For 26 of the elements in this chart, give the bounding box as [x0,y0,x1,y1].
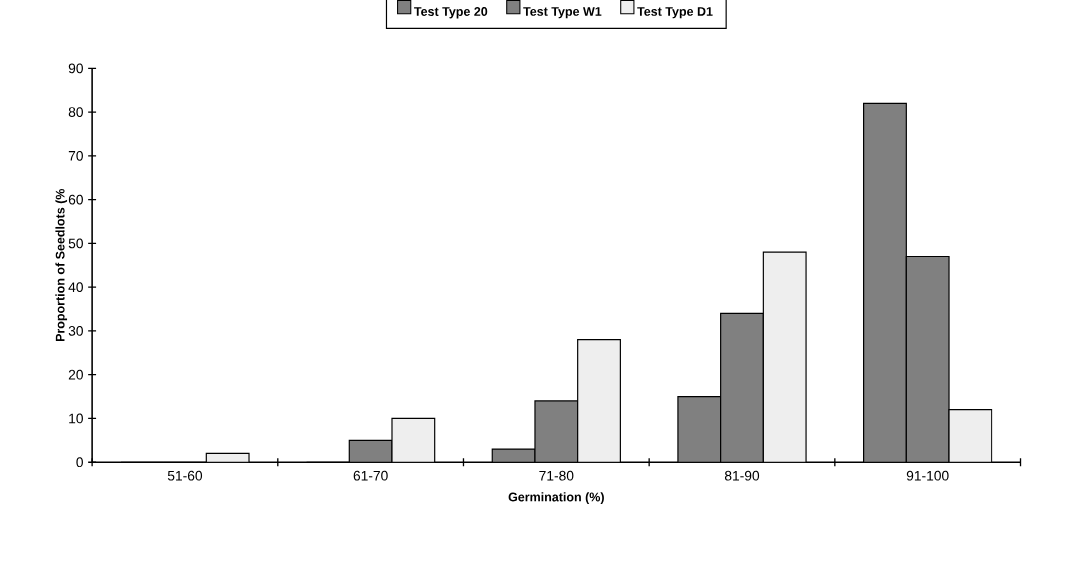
y-tick-label: 0 [76,457,83,468]
legend-label: Test Type D1 [637,7,713,19]
x-tick-label: 91-100 [906,470,949,481]
y-tick-label: 20 [68,369,83,380]
y-tick-label: 30 [68,326,83,336]
x-axis-title: Germination (%) [508,492,604,504]
x-tick-label: 61-70 [353,470,388,481]
bar [534,400,579,463]
legend-label: Test Type 20 [414,7,488,19]
y-tick-label: 10 [69,413,83,424]
y-tick-label: 40 [68,282,83,293]
x-tick-label: 81-90 [724,470,760,481]
bar [577,339,621,463]
bar [391,417,436,463]
x-tick-label: 51-60 [167,470,203,481]
bar [948,409,993,463]
legend-label: Test Type W1 [523,7,602,19]
y-tick-label: 70 [68,150,83,161]
y-tick-label: 80 [68,107,83,117]
y-tick-label: 90 [68,63,83,74]
bar [762,251,807,463]
y-tick-label: 50 [68,238,83,249]
x-tick-label: 71-80 [539,470,574,481]
y-tick-label: 60 [68,194,83,205]
bar [348,439,393,463]
y-axis-title: Proportion of Seedlots (% [55,188,68,342]
